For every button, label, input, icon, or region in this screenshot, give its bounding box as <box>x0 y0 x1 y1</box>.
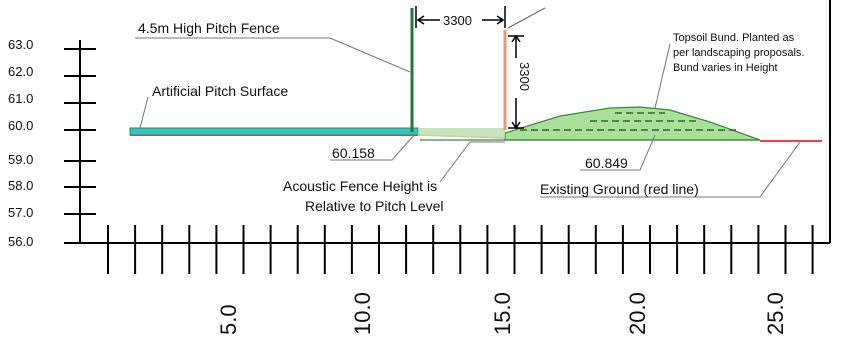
y-tick-label-62: 62.0 <box>8 64 33 79</box>
leader-pitch-fence <box>135 37 411 73</box>
dimension-horizontal <box>415 6 506 28</box>
x-tick-label-25: 25.0 <box>763 292 788 335</box>
x-tick-label-15: 15.0 <box>490 292 515 335</box>
label-acoustic-line1: Acoustic Fence Height is <box>283 178 437 194</box>
label-acoustic-line2: Relative to Pitch Level <box>305 198 444 214</box>
leader-lines <box>135 37 801 198</box>
label-level-bund: 60.849 <box>585 155 628 171</box>
y-tick-label-61: 61.0 <box>8 91 33 106</box>
x-axis: 5.0 10.0 15.0 20.0 25.0 <box>80 225 830 335</box>
leader-level-bund <box>580 134 656 171</box>
y-tick-label-60: 60.0 <box>8 118 33 133</box>
x-tick-label-10: 10.0 <box>350 292 375 335</box>
x-tick-label-20: 20.0 <box>625 292 650 335</box>
artificial-pitch-surface <box>129 127 419 136</box>
bund-dashed-lines <box>520 112 740 131</box>
label-pitch-surface: Artificial Pitch Surface <box>152 83 288 99</box>
label-bund-line3: Bund varies in Height <box>673 62 778 74</box>
y-tick-labels: 63.0 62.0 61.0 60.0 59.0 58.0 57.0 56.0 <box>8 37 33 249</box>
leader-bund-note <box>654 43 671 109</box>
label-bund-line1: Topsoil Bund. Planted as <box>673 32 795 44</box>
dimension-vertical <box>508 34 524 130</box>
y-tick-label-58: 58.0 <box>8 178 33 193</box>
label-bund-line2: per landscaping proposals. <box>673 47 804 59</box>
topsoil-bund <box>504 106 761 141</box>
label-existing-ground: Existing Ground (red line) <box>540 181 699 197</box>
y-tick-label-63: 63.0 <box>8 37 33 52</box>
y-tick-label-57: 57.0 <box>8 205 33 220</box>
leader-level-pitch <box>330 133 416 161</box>
label-pitch-fence: 4.5m High Pitch Fence <box>138 20 280 36</box>
leader-pitch-surface <box>139 96 149 129</box>
label-level-pitch: 60.158 <box>332 145 375 161</box>
leader-acoustic <box>439 141 505 183</box>
x-tick-label-5: 5.0 <box>216 304 241 335</box>
leader-top-right <box>507 7 546 29</box>
y-axis <box>64 40 96 244</box>
dimension-vertical-label: 3300 <box>517 62 532 91</box>
ground-tint <box>418 128 505 138</box>
y-tick-label-59: 59.0 <box>8 152 33 167</box>
dimension-horizontal-label: 3300 <box>443 13 472 28</box>
y-tick-label-56: 56.0 <box>8 234 33 249</box>
leader-existing-ground <box>540 141 801 198</box>
